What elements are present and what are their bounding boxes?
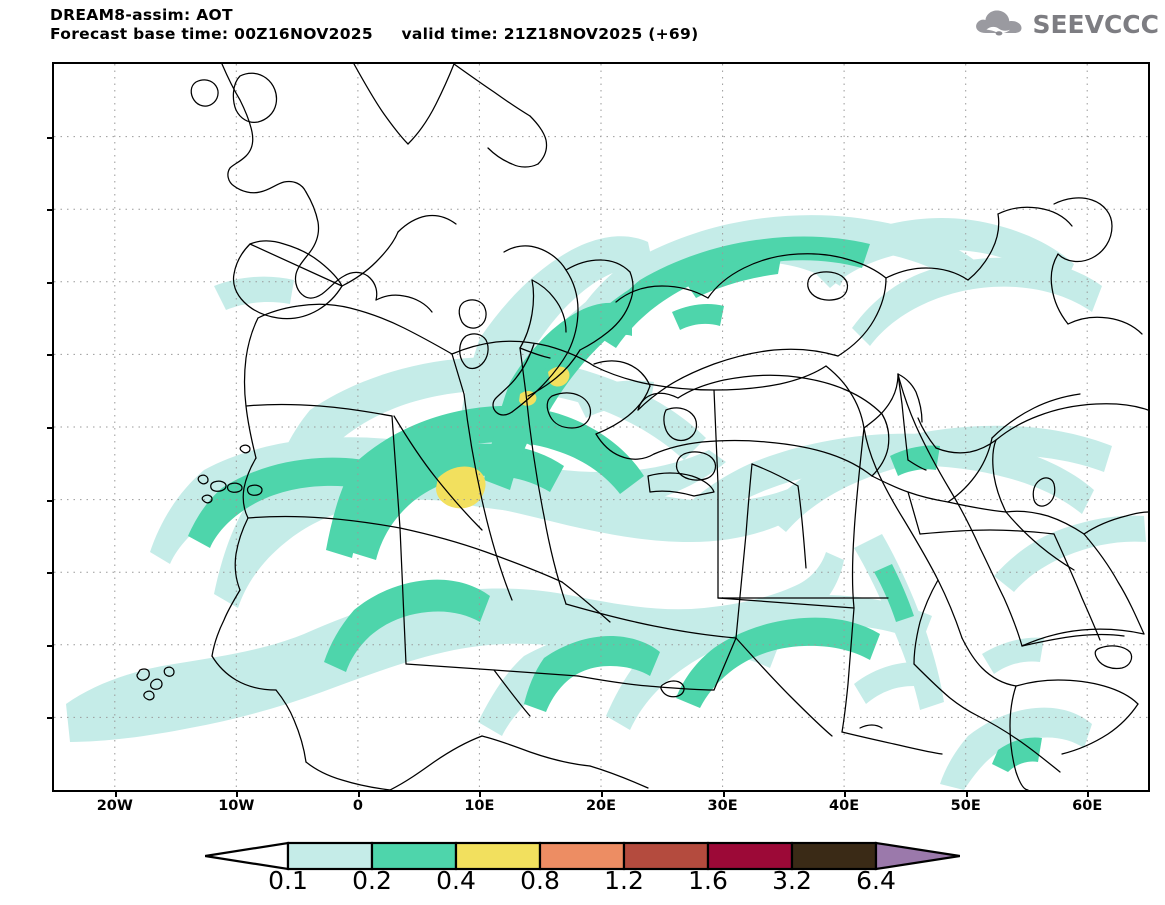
aot-contour-fields [66,215,1146,790]
xtick-mark [114,790,117,797]
xtick-label-50e: 50E [950,798,981,814]
ytick-mark [47,281,54,284]
ytick-mark [47,354,54,357]
map-canvas [54,64,1148,790]
xtick-mark [479,790,482,797]
xtick-label-10e: 10E [464,798,495,814]
xtick-mark [1087,790,1090,797]
dust-aot-map [54,64,1148,790]
ytick-mark [47,572,54,575]
ytick-mark [47,644,54,647]
colorbar-label-3: 0.8 [520,866,560,895]
ytick-mark [47,209,54,212]
xtick-label-40e: 40E [829,798,860,814]
ytick-mark [47,136,54,139]
chart-header: DREAM8-assim: AOT Forecast base time: 00… [50,6,970,44]
xtick-label-20w: 20W [96,798,133,814]
chart-subtitle: Forecast base time: 00Z16NOV2025 valid t… [50,25,699,43]
colorbar-label-4: 1.2 [604,866,644,895]
colorbar-arrow-high [874,841,960,871]
colorbar-band-5 [622,841,710,871]
colorbar-label-5: 1.6 [688,866,728,895]
ytick-mark [47,499,54,502]
xtick-label-60e: 60E [1072,798,1103,814]
xtick-mark [722,790,725,797]
cloud-icon [973,8,1025,40]
logo-text: SEEVCCC [1032,9,1159,39]
xtick-mark [357,790,360,797]
coastlines-and-borders [136,64,1148,790]
colorbar [205,841,960,871]
xtick-mark [601,790,603,797]
colorbar-labels: 0.1 0.2 0.4 0.8 1.2 1.6 3.2 6.4 [205,866,960,900]
xtick-label-20e: 20E [585,798,617,814]
xtick-mark [965,790,968,797]
xtick-mark [236,790,239,797]
seevccc-logo: SEEVCCC [973,8,1159,40]
colorbar-label-6: 3.2 [772,866,812,895]
xtick-label-10w: 10W [218,798,255,814]
ytick-mark [47,717,54,720]
ytick-mark [47,427,54,429]
xtick-label-0: 0 [352,798,363,814]
xtick-label-30e: 30E [707,798,738,814]
map-plot-area: 55N 50N 45N 40N 35N 30N 25N 20N 15N 10N … [47,62,1150,814]
colorbar-label-2: 0.4 [436,866,476,895]
colorbar-label-0: 0.1 [268,866,308,895]
colorbar-label-1: 0.2 [352,866,392,895]
colorbar-band-4 [538,841,626,871]
xtick-mark [844,790,847,797]
colorbar-label-7: 6.4 [856,866,896,895]
chart-title: DREAM8-assim: AOT [50,6,233,24]
colorbar-band-7 [790,841,878,871]
